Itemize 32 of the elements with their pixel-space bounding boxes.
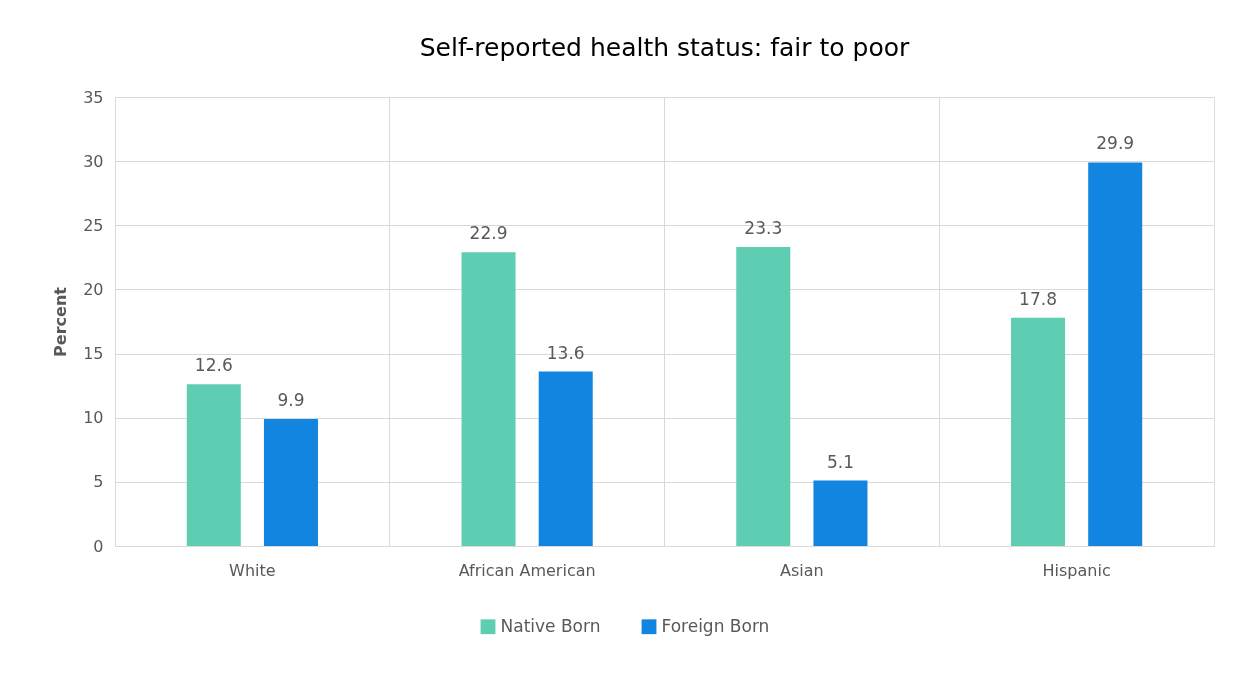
- bar: [1088, 162, 1143, 546]
- bar: [813, 480, 868, 546]
- legend-label: Native Born: [500, 615, 601, 636]
- data-label: 22.9: [469, 223, 508, 244]
- data-label: 29.9: [1096, 133, 1135, 154]
- data-label: 23.3: [744, 218, 783, 239]
- x-tick-label: Asian: [780, 560, 824, 580]
- data-label: 9.9: [277, 390, 305, 410]
- y-tick-label: 35: [83, 87, 104, 107]
- data-label: 5.1: [826, 451, 854, 472]
- bar: [736, 247, 791, 546]
- x-tick-label: African American: [458, 560, 596, 580]
- bar: [538, 371, 593, 546]
- y-tick-label: 20: [83, 279, 104, 299]
- legend-label: Foreign Born: [661, 615, 770, 636]
- data-label: 17.8: [1019, 288, 1057, 309]
- y-tick-label: 30: [83, 151, 104, 171]
- y-tick-label: 15: [83, 344, 104, 364]
- x-tick-label: Hispanic: [1042, 560, 1111, 580]
- y-tick-label: 10: [83, 408, 104, 428]
- y-tick-label: 5: [93, 472, 104, 492]
- y-tick-label: 25: [83, 215, 104, 235]
- y-tick-label: 0: [93, 536, 104, 556]
- data-label: 12.6: [194, 355, 233, 376]
- y-axis-title: Percent: [51, 286, 71, 357]
- chart-title: Self-reported health status: fair to poor: [419, 33, 910, 62]
- x-tick-label: White: [229, 560, 276, 580]
- bar: [263, 419, 318, 546]
- data-label: 13.6: [546, 342, 585, 363]
- bar: [186, 384, 241, 546]
- bar: [1011, 317, 1066, 546]
- bar: [461, 252, 516, 546]
